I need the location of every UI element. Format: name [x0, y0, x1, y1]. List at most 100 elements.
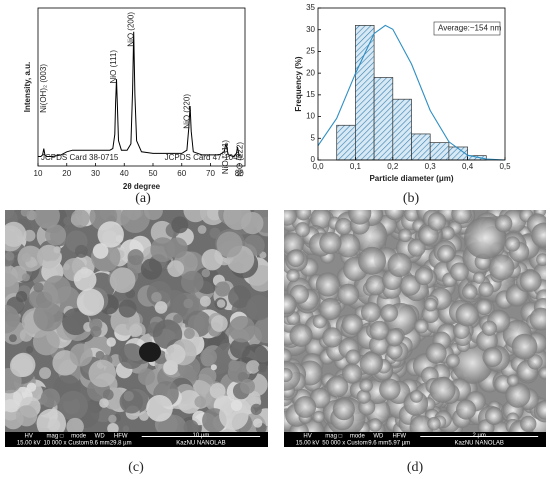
y-tick-label: 35: [306, 3, 315, 12]
sem-grain: [246, 391, 261, 405]
sem-grain: [5, 251, 15, 261]
sem-grain: [410, 389, 423, 403]
sem-grain: [173, 314, 183, 324]
plot-frame: [37, 7, 246, 167]
y-tick-label: 20: [306, 68, 315, 77]
sem-info-bar: [284, 432, 546, 447]
sem-grain: [127, 249, 144, 266]
sem-grain: [484, 406, 504, 425]
sem-value: Custom: [68, 441, 89, 447]
sem-grain: [455, 399, 477, 420]
sem-header: WD: [373, 434, 384, 440]
sem-grain: [216, 231, 243, 258]
sem-grain: [462, 284, 478, 300]
sem-grain: [151, 291, 162, 303]
sem-grain: [440, 226, 455, 241]
sem-grain: [341, 363, 363, 384]
x-tick-label: 0,2: [387, 162, 399, 171]
x-tick-label: 0,3: [425, 162, 437, 171]
sem-grain: [527, 354, 543, 370]
sem-grain: [21, 273, 30, 282]
sem-grain: [246, 360, 260, 374]
sem-grain: [216, 299, 226, 308]
histogram-bar: [336, 124, 356, 161]
sem-grain: [200, 348, 217, 366]
sem-grain: [63, 216, 73, 226]
x-tick-label: 0,4: [462, 162, 474, 171]
sem-grain: [310, 210, 332, 230]
peak-annotation: NiO (222): [236, 142, 245, 177]
sem-grain: [183, 298, 194, 309]
sem-grain: [230, 399, 243, 412]
sem-grain: [69, 343, 93, 367]
x-tick-label: 70: [206, 169, 215, 178]
sem-grain: [9, 354, 33, 378]
sem-header: HV: [24, 434, 32, 440]
sem-grain: [73, 268, 97, 292]
sem-grain: [171, 216, 189, 234]
sem-grain: [476, 299, 493, 316]
legend-box: [433, 21, 501, 36]
sem-grain: [177, 389, 202, 414]
sem-grain: [505, 382, 531, 408]
sem-grain: [39, 367, 52, 380]
sem-grain: [284, 367, 293, 383]
sem-grain: [455, 303, 479, 327]
sem-grain: [183, 419, 199, 432]
sem-grain: [21, 252, 32, 263]
sem-grain: [425, 342, 447, 364]
sem-grain: [164, 344, 186, 365]
sem-grain: [348, 210, 372, 225]
sem-grain: [414, 318, 429, 334]
panel-label: (a): [135, 191, 151, 206]
sem-grain: [144, 210, 163, 221]
sem-grain: [520, 415, 537, 432]
sem-grain: [199, 295, 211, 307]
sem-grain: [97, 221, 124, 248]
sem-grain: [345, 349, 361, 365]
sem-grain: [201, 268, 211, 278]
sem-grain: [437, 244, 455, 263]
y-axis-label: Intensity, a.u.: [23, 62, 32, 113]
sem-grain: [482, 347, 503, 367]
sem-grain: [450, 262, 469, 282]
sem-value: 10 000 x: [43, 441, 66, 447]
sem-grain: [102, 389, 114, 401]
sem-grain: [511, 333, 538, 360]
sem-grain: [369, 320, 390, 341]
sem-grain: [201, 249, 223, 271]
sem-grain: [284, 293, 297, 315]
y-tick-label: 30: [306, 25, 315, 34]
legend-text: Average:~154 nm: [438, 24, 502, 33]
lab-name: KazNU NANOLAB: [176, 441, 225, 447]
sem-grain: [25, 346, 34, 354]
sem-header: HFW: [114, 434, 128, 440]
sem-grain: [184, 254, 198, 268]
sem-grain: [319, 231, 342, 255]
sem-grain: [294, 396, 317, 418]
sem-grain: [120, 210, 150, 234]
sem-grain: [519, 269, 542, 292]
sem-grain: [427, 212, 447, 231]
sem-grain: [360, 302, 381, 323]
sem-value: 15.00 kV: [296, 441, 320, 447]
sem-header: WD: [95, 434, 106, 440]
sem-grain: [359, 352, 383, 376]
sem-grain: [122, 425, 130, 432]
sem-grain: [228, 285, 251, 309]
sem-grain: [409, 415, 434, 432]
panel-label: (d): [407, 460, 424, 475]
sem-grain: [473, 271, 486, 284]
sem-grain: [223, 210, 252, 231]
sem-grain: [312, 410, 325, 423]
sem-grain: [315, 272, 341, 297]
peak-annotation: NiO (311): [221, 140, 230, 174]
sem-grain: [429, 376, 456, 403]
histogram-bar: [355, 25, 375, 161]
sem-grain: [336, 233, 361, 258]
sem-grain: [106, 337, 116, 347]
sem-grain: [358, 246, 387, 275]
x-tick-label: 0,5: [499, 162, 511, 171]
sem-grain: [197, 225, 207, 234]
